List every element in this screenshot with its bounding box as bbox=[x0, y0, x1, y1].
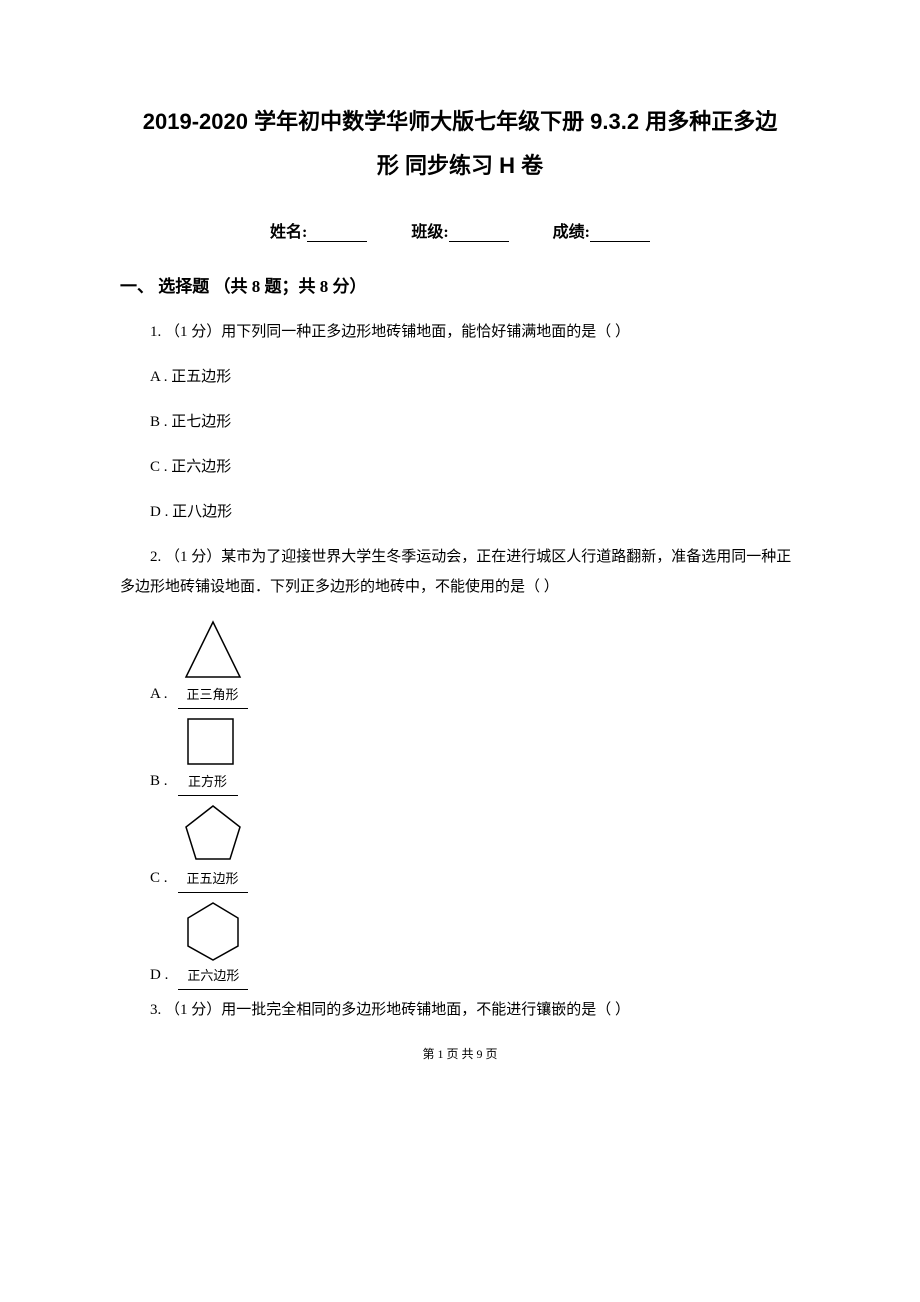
question-2: 2. （1 分）某市为了迎接世界大学生冬季运动会，正在进行城区人行道路翻新，准备… bbox=[120, 542, 800, 602]
score-blank bbox=[590, 241, 650, 242]
q2-d-label: 正六边形 bbox=[178, 963, 248, 990]
hexagon-shape-container: 正六边形 bbox=[178, 898, 248, 990]
q1-option-b: B . 正七边形 bbox=[120, 407, 800, 437]
q1-option-d: D . 正八边形 bbox=[120, 497, 800, 527]
q2-a-label: 正三角形 bbox=[178, 682, 248, 709]
square-shape-container: 正方形 bbox=[178, 714, 238, 796]
score-field: 成绩: bbox=[553, 218, 650, 242]
q1-option-a: A . 正五边形 bbox=[120, 362, 800, 392]
exam-title-line2: 形 同步练习 H 卷 bbox=[120, 144, 800, 188]
q2-option-a: A . 正三角形 bbox=[120, 617, 800, 709]
name-blank bbox=[307, 241, 367, 242]
name-label: 姓名: bbox=[270, 224, 307, 241]
class-blank bbox=[449, 241, 509, 242]
triangle-icon bbox=[178, 617, 248, 682]
triangle-shape-container: 正三角形 bbox=[178, 617, 248, 709]
hexagon-icon bbox=[178, 898, 248, 963]
q2-option-c: C . 正五边形 bbox=[120, 801, 800, 893]
page-footer: 第 1 页 共 9 页 bbox=[120, 1045, 800, 1062]
q2-option-d: D . 正六边形 bbox=[120, 898, 800, 990]
score-label: 成绩: bbox=[553, 224, 590, 241]
q2-a-letter: A . bbox=[120, 679, 168, 709]
name-field: 姓名: bbox=[270, 218, 367, 242]
q2-c-letter: C . bbox=[120, 863, 168, 893]
q1-option-c: C . 正六边形 bbox=[120, 452, 800, 482]
pentagon-shape-container: 正五边形 bbox=[178, 801, 248, 893]
q2-b-letter: B . bbox=[120, 766, 168, 796]
class-label: 班级: bbox=[411, 224, 448, 241]
class-field: 班级: bbox=[411, 218, 508, 242]
q2-c-label: 正五边形 bbox=[178, 866, 248, 893]
q2-option-b: B . 正方形 bbox=[120, 714, 800, 796]
square-icon bbox=[178, 714, 238, 769]
q2-d-letter: D . bbox=[120, 960, 168, 990]
exam-title-line1: 2019-2020 学年初中数学华师大版七年级下册 9.3.2 用多种正多边 bbox=[120, 100, 800, 144]
question-3: 3. （1 分）用一批完全相同的多边形地砖铺地面，不能进行镶嵌的是（ ） bbox=[120, 995, 800, 1025]
question-1: 1. （1 分）用下列同一种正多边形地砖铺地面，能恰好铺满地面的是（ ） bbox=[120, 317, 800, 347]
q2-b-label: 正方形 bbox=[178, 769, 238, 796]
student-info-line: 姓名: 班级: 成绩: bbox=[120, 218, 800, 242]
pentagon-icon bbox=[178, 801, 248, 866]
section-1-heading: 一、 选择题 （共 8 题；共 8 分） bbox=[120, 272, 800, 297]
